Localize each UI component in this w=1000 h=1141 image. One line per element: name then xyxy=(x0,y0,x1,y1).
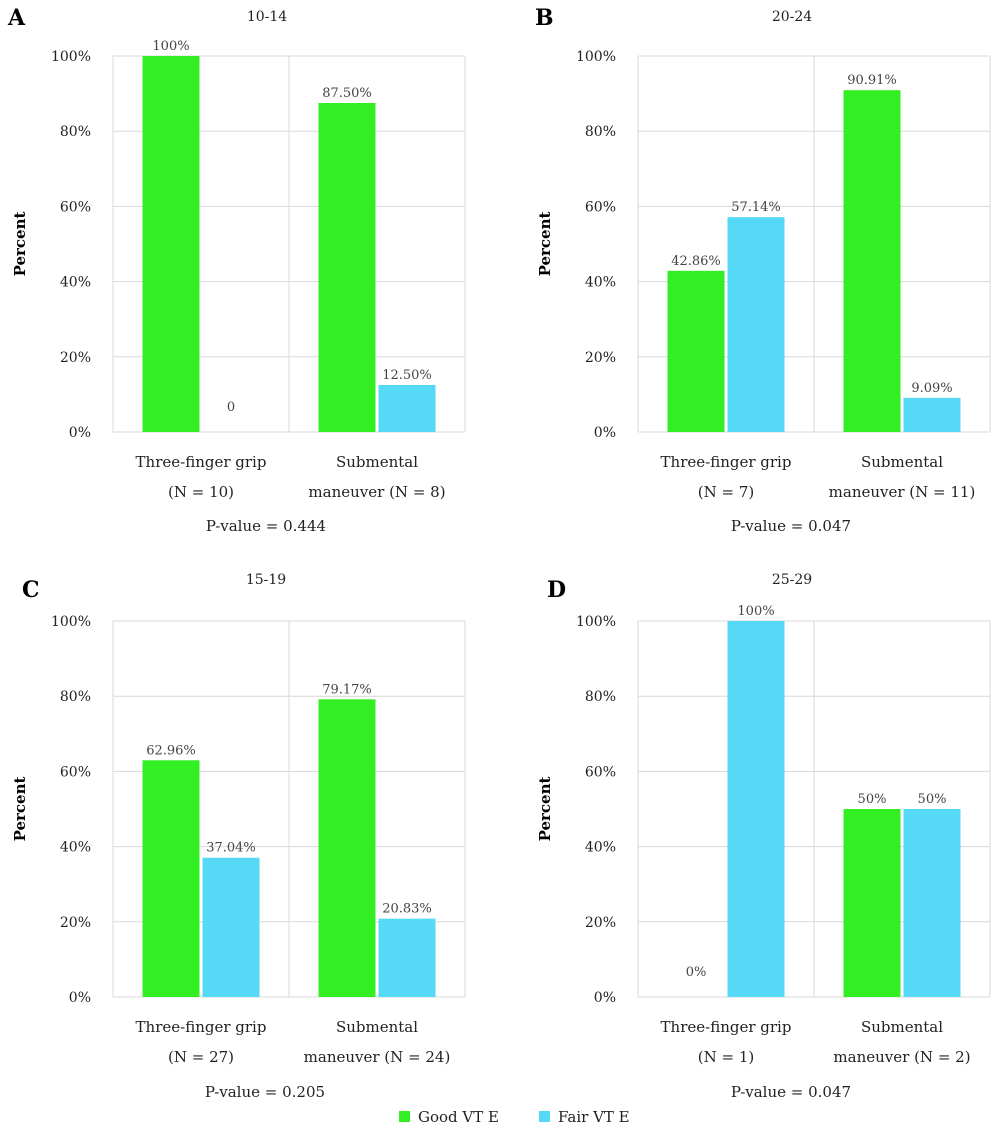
bar-fair xyxy=(903,809,961,997)
y-tick-label: 0% xyxy=(594,990,616,1006)
y-tick-label: 20% xyxy=(585,350,616,366)
y-tick-label: 100% xyxy=(51,614,91,630)
y-tick-label: 100% xyxy=(576,614,616,630)
bar-good xyxy=(142,56,200,432)
p-value-text: P-value = 0.205 xyxy=(205,1083,325,1101)
data-label: 100% xyxy=(152,39,189,54)
panel-letter: B xyxy=(535,5,554,31)
category-label: maneuver (N = 11) xyxy=(829,483,976,501)
bar-fair xyxy=(727,621,785,997)
legend-label-good: Good VT E xyxy=(418,1108,499,1126)
category-label: Three-finger grip xyxy=(136,1018,267,1036)
y-tick-label: 20% xyxy=(60,350,91,366)
y-tick-label: 60% xyxy=(60,764,91,780)
y-tick-label: 40% xyxy=(60,275,91,291)
legend-label-fair: Fair VT E xyxy=(558,1108,630,1126)
chart-title: 10-14 xyxy=(247,9,287,25)
bar-fair xyxy=(202,857,260,997)
bar-good xyxy=(142,760,200,997)
data-label: 0% xyxy=(686,965,707,980)
legend-swatch-fair xyxy=(539,1111,550,1122)
bar-fair xyxy=(727,217,785,432)
data-label: 100% xyxy=(737,604,774,619)
y-axis-label: Percent xyxy=(11,212,29,277)
category-label: Three-finger grip xyxy=(661,1018,792,1036)
category-label: (N = 10) xyxy=(168,483,234,501)
chart-legend: Good VT E Fair VT E xyxy=(399,1108,630,1126)
data-label: 90.91% xyxy=(847,73,897,88)
y-tick-label: 80% xyxy=(585,124,616,140)
data-label: 12.50% xyxy=(382,368,432,383)
p-value-text: P-value = 0.444 xyxy=(206,517,326,535)
category-label: Submental xyxy=(336,453,418,471)
data-label: 50% xyxy=(858,792,887,807)
p-value-text: P-value = 0.047 xyxy=(731,517,851,535)
chart-panel-a: A 10-14 0% 20% 40% 60% 80% 100% Percent 100% 0 Thre… xyxy=(7,5,466,535)
y-axis-label: Percent xyxy=(11,777,29,842)
y-tick-label: 0% xyxy=(594,425,616,441)
category-label: Submental xyxy=(861,1018,943,1036)
chart-panel-c: C 15-19 0% 20% 40% 60% 80% 100% Percent 62.96% 37.… xyxy=(11,572,466,1101)
legend-swatch-good xyxy=(399,1111,410,1122)
panel-letter: A xyxy=(7,5,26,31)
bar-good xyxy=(318,699,376,997)
y-axis-label: Percent xyxy=(536,212,554,277)
y-tick-label: 40% xyxy=(585,840,616,856)
data-label: 79.17% xyxy=(322,682,372,697)
y-tick-label: 100% xyxy=(51,49,91,65)
panel-letter: D xyxy=(547,577,566,603)
chart-title: 15-19 xyxy=(246,572,286,588)
chart-panel-b: B 20-24 0% 20% 40% 60% 80% 100% Percent 42.86% 57.… xyxy=(535,5,991,535)
y-tick-label: 60% xyxy=(585,764,616,780)
category-label: (N = 27) xyxy=(168,1048,234,1066)
category-label: (N = 7) xyxy=(698,483,754,501)
y-tick-label: 100% xyxy=(576,49,616,65)
y-tick-label: 20% xyxy=(60,915,91,931)
y-axis-label: Percent xyxy=(536,777,554,842)
y-tick-label: 80% xyxy=(60,124,91,140)
category-label: maneuver (N = 24) xyxy=(304,1048,451,1066)
category-label: Three-finger grip xyxy=(661,453,792,471)
category-label: Three-finger grip xyxy=(136,453,267,471)
data-label: 57.14% xyxy=(731,200,781,215)
y-tick-label: 0% xyxy=(69,990,91,1006)
chart-title: 25-29 xyxy=(772,572,812,588)
y-tick-label: 0% xyxy=(69,425,91,441)
bar-fair xyxy=(903,397,961,432)
chart-panels: A 10-14 0% 20% 40% 60% 80% 100% Percent 100% 0 Thre… xyxy=(7,5,991,1101)
bar-good xyxy=(667,270,725,432)
chart-title: 20-24 xyxy=(772,9,812,25)
y-tick-label: 80% xyxy=(585,689,616,705)
category-label: (N = 1) xyxy=(698,1048,754,1066)
data-label: 20.83% xyxy=(382,902,432,917)
category-label: Submental xyxy=(336,1018,418,1036)
data-label: 62.96% xyxy=(146,743,196,758)
bar-good xyxy=(843,90,901,432)
y-tick-label: 40% xyxy=(60,840,91,856)
y-tick-label: 20% xyxy=(585,915,616,931)
panel-letter: C xyxy=(22,577,40,603)
y-tick-label: 60% xyxy=(585,199,616,215)
bar-good xyxy=(318,103,376,432)
data-label: 87.50% xyxy=(322,86,372,101)
category-label: Submental xyxy=(861,453,943,471)
data-label: 50% xyxy=(918,792,947,807)
data-label: 42.86% xyxy=(671,254,721,269)
p-value-text: P-value = 0.047 xyxy=(731,1083,851,1101)
data-label: 0 xyxy=(227,400,235,415)
bar-fair xyxy=(378,918,436,997)
chart-panel-d: D 25-29 0% 20% 40% 60% 80% 100% Percent 0% 100% Thr… xyxy=(536,572,991,1101)
y-tick-label: 80% xyxy=(60,689,91,705)
bar-good xyxy=(843,809,901,997)
bar-fair xyxy=(378,385,436,432)
data-label: 37.04% xyxy=(206,841,256,856)
y-tick-label: 60% xyxy=(60,199,91,215)
data-label: 9.09% xyxy=(911,381,952,396)
category-label: maneuver (N = 2) xyxy=(833,1048,970,1066)
y-tick-label: 40% xyxy=(585,275,616,291)
category-label: maneuver (N = 8) xyxy=(308,483,445,501)
